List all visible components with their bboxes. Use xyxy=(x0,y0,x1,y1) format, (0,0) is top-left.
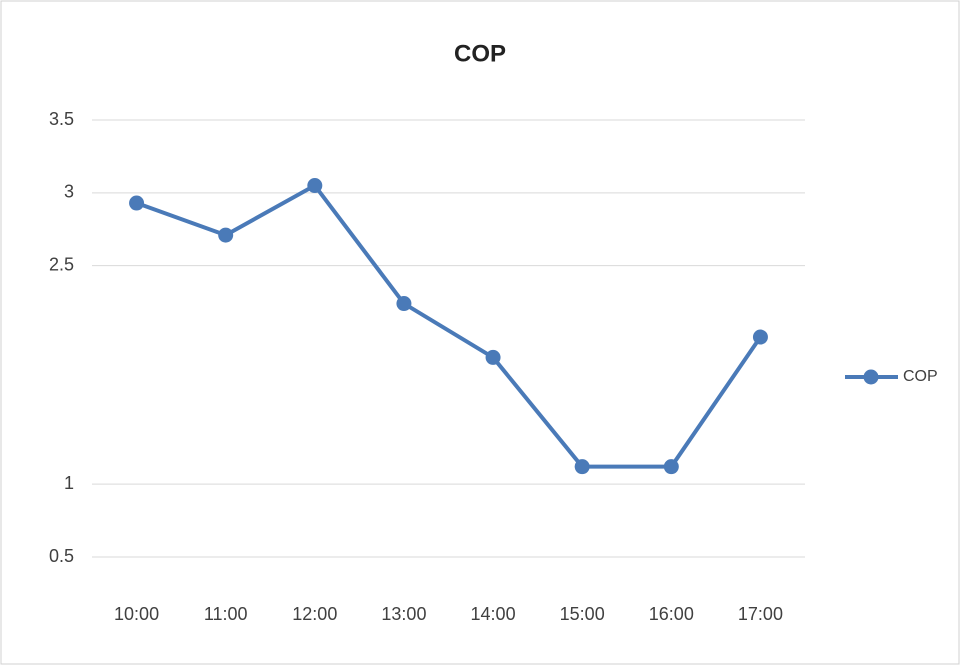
data-point xyxy=(663,459,679,475)
x-tick-label: 15:00 xyxy=(560,604,605,624)
data-point xyxy=(129,195,145,211)
data-point xyxy=(307,178,323,194)
chart-title: COP xyxy=(454,40,506,67)
x-tick-label: 14:00 xyxy=(471,604,516,624)
data-point xyxy=(752,329,768,345)
y-tick-label: 0.5 xyxy=(49,546,74,566)
y-tick-label: 3 xyxy=(64,182,74,202)
legend-label: COP xyxy=(903,368,938,385)
y-tick-label: 2.5 xyxy=(49,254,74,274)
data-point xyxy=(485,349,501,365)
x-tick-label: 17:00 xyxy=(738,604,783,624)
x-tick-label: 16:00 xyxy=(649,604,694,624)
legend-marker xyxy=(863,369,879,385)
data-point xyxy=(574,459,590,475)
x-tick-label: 12:00 xyxy=(292,604,337,624)
x-tick-label: 10:00 xyxy=(114,604,159,624)
data-point xyxy=(396,296,412,312)
x-tick-label: 13:00 xyxy=(381,604,426,624)
data-point xyxy=(218,227,234,243)
series-line xyxy=(135,183,763,469)
y-tick-label: 3.5 xyxy=(49,109,74,129)
y-tick-label: 1 xyxy=(64,473,74,493)
x-tick-label: 11:00 xyxy=(204,604,248,624)
